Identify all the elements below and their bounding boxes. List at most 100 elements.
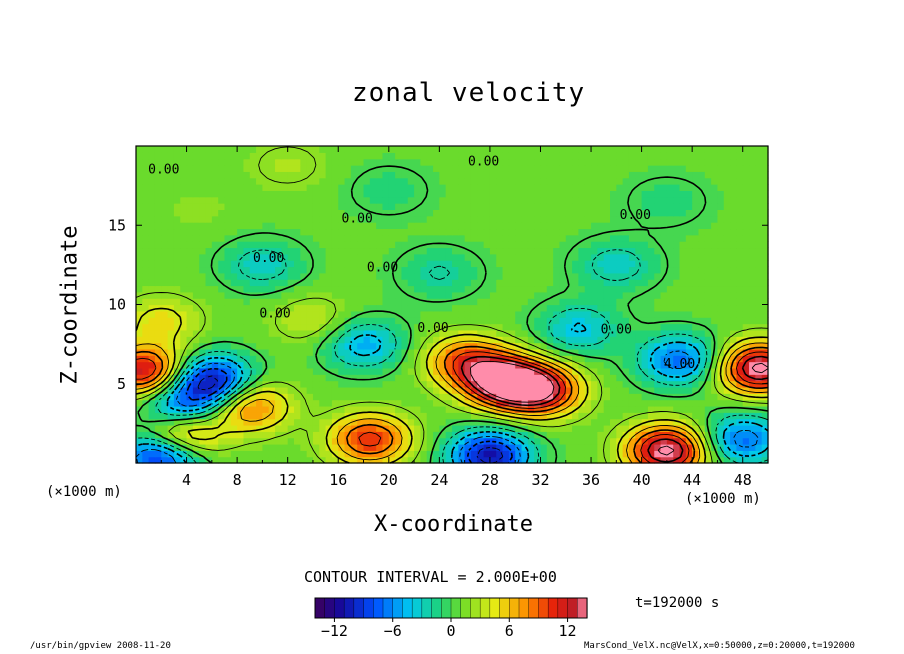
- field-cell: [470, 399, 478, 407]
- field-cell: [603, 437, 611, 445]
- field-cell: [407, 399, 415, 407]
- field-cell: [477, 329, 485, 337]
- field-cell: [154, 228, 162, 236]
- field-cell: [470, 291, 478, 299]
- field-cell: [256, 247, 263, 255]
- field-cell: [616, 393, 624, 401]
- field-cell: [350, 272, 358, 280]
- field-cell: [464, 310, 472, 318]
- field-cell: [508, 196, 516, 204]
- field-cell: [610, 266, 617, 274]
- field-cell: [154, 253, 162, 261]
- field-cell: [331, 279, 339, 287]
- field-cell: [192, 393, 200, 401]
- field-cell: [458, 279, 466, 287]
- field-cell: [641, 443, 649, 451]
- field-cell: [344, 348, 352, 356]
- field-cell: [180, 146, 188, 153]
- field-cell: [154, 222, 162, 230]
- field-cell: [414, 234, 421, 242]
- field-cell: [199, 437, 207, 445]
- field-cell: [154, 374, 162, 382]
- field-cell: [433, 222, 440, 230]
- field-cell: [148, 260, 156, 268]
- field-cell: [647, 241, 655, 249]
- field-cell: [489, 431, 497, 439]
- field-cell: [136, 209, 143, 217]
- field-cell: [597, 443, 605, 451]
- field-cell: [420, 247, 428, 255]
- field-cell: [572, 266, 579, 274]
- field-cell: [325, 228, 333, 236]
- field-cell: [180, 405, 188, 413]
- field-cell: [142, 298, 150, 306]
- field-cell: [363, 260, 371, 268]
- field-cell: [262, 336, 270, 344]
- field-cell: [319, 304, 327, 312]
- field-cell: [597, 291, 605, 299]
- field-cell: [136, 298, 143, 306]
- field-cell: [136, 165, 143, 172]
- field-cell: [502, 291, 510, 299]
- field-cell: [414, 317, 421, 325]
- field-cell: [660, 171, 668, 179]
- field-cell: [508, 424, 516, 432]
- field-cell: [306, 437, 314, 445]
- field-cell: [312, 247, 320, 255]
- field-cell: [426, 222, 434, 230]
- field-cell: [281, 184, 289, 191]
- field-cell: [508, 348, 516, 356]
- field-cell: [369, 184, 377, 191]
- field-cell: [464, 317, 472, 325]
- field-cell: [376, 393, 384, 401]
- field-cell: [591, 317, 598, 325]
- field-cell: [281, 272, 289, 280]
- field-cell: [654, 424, 662, 432]
- field-cell: [578, 291, 586, 299]
- field-cell: [268, 203, 276, 210]
- field-cell: [692, 152, 700, 160]
- field-cell: [603, 234, 611, 242]
- field-cell: [527, 323, 535, 331]
- field-cell: [224, 171, 232, 179]
- field-cell: [199, 165, 207, 172]
- field-cell: [477, 386, 485, 394]
- field-cell: [559, 266, 567, 274]
- field-cell: [749, 437, 756, 445]
- field-cell: [559, 374, 567, 382]
- field-cell: [186, 247, 194, 255]
- field-cell: [723, 456, 731, 464]
- field-cell: [616, 361, 624, 369]
- field-cell: [294, 228, 301, 236]
- field-cell: [287, 215, 295, 223]
- field-cell: [546, 386, 554, 394]
- field-cell: [287, 450, 295, 458]
- field-cell: [452, 399, 459, 407]
- field-cell: [704, 260, 712, 268]
- field-cell: [559, 146, 567, 153]
- field-cell: [591, 386, 598, 394]
- field-cell: [205, 450, 213, 458]
- field-cell: [692, 336, 700, 344]
- field-cell: [237, 171, 245, 179]
- field-cell: [186, 393, 194, 401]
- field-cell: [521, 367, 529, 375]
- field-cell: [275, 266, 282, 274]
- field-cell: [565, 450, 573, 458]
- field-cell: [540, 361, 548, 369]
- field-cell: [755, 171, 763, 179]
- field-cell: [433, 380, 440, 388]
- field-cell: [148, 361, 156, 369]
- field-cell: [458, 203, 466, 210]
- field-cell: [407, 152, 415, 160]
- field-cell: [439, 323, 447, 331]
- field-cell: [300, 272, 308, 280]
- field-cell: [540, 190, 548, 198]
- field-cell: [230, 323, 238, 331]
- field-cell: [749, 336, 756, 344]
- field-cell: [761, 323, 769, 331]
- field-cell: [666, 177, 674, 185]
- field-cell: [325, 241, 333, 249]
- field-cell: [357, 152, 365, 160]
- field-cell: [142, 310, 150, 318]
